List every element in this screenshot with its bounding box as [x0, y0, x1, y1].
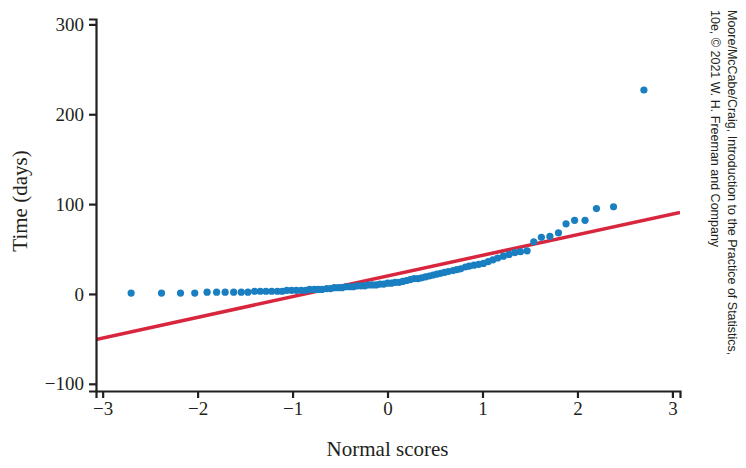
tick-label: −3	[93, 398, 113, 419]
tick-label: 2	[573, 398, 583, 419]
tick-mark	[577, 391, 579, 398]
data-point	[213, 289, 220, 296]
axis-line	[89, 20, 97, 392]
tick-label: 0	[75, 284, 85, 305]
tick-label: 0	[383, 398, 393, 419]
data-point	[517, 248, 524, 255]
tick: 2	[573, 391, 583, 419]
tick-mark	[672, 391, 674, 398]
data-point	[530, 238, 537, 245]
credit-line: Moore/McCabe/Craig, Introduction to the …	[725, 10, 739, 355]
data-point	[177, 289, 184, 296]
tick: −2	[188, 391, 208, 419]
data-point	[222, 289, 229, 296]
data-point	[640, 86, 647, 93]
data-point	[546, 233, 553, 240]
tick-label: 200	[56, 104, 85, 125]
tick-label: 3	[668, 398, 678, 419]
data-point	[158, 289, 165, 296]
tick-label: 1	[478, 398, 488, 419]
tick-mark	[89, 383, 96, 385]
reference-line	[96, 212, 680, 339]
tick-mark	[89, 204, 96, 206]
data-point	[230, 289, 237, 296]
x-axis-title: Normal scores	[327, 437, 449, 461]
tick-mark	[89, 24, 96, 26]
tick: 100	[56, 194, 97, 215]
axis-line	[97, 392, 681, 399]
tick: −1	[283, 391, 303, 419]
data-point	[128, 289, 135, 296]
tick-mark	[89, 293, 96, 295]
tick: 200	[56, 104, 97, 125]
data-point	[593, 205, 600, 212]
data-point	[244, 289, 251, 296]
tick-mark	[387, 391, 389, 398]
tick-label: 100	[56, 194, 85, 215]
y-axis-title: Time (days)	[8, 150, 32, 251]
tick: 0	[383, 391, 393, 419]
y-axis: −100 0 100 200 300	[45, 14, 97, 394]
tick: 300	[56, 14, 97, 35]
data-point	[204, 289, 211, 296]
marks	[96, 86, 680, 339]
tick-mark	[482, 391, 484, 398]
tick-mark	[102, 391, 104, 398]
data-point	[571, 217, 578, 224]
data-point	[562, 220, 569, 227]
tick: 3	[668, 391, 678, 419]
data-point	[555, 229, 562, 236]
tick: 0	[75, 284, 97, 305]
credit: Moore/McCabe/Craig, Introduction to the …	[708, 10, 739, 355]
x-axis: −3 −2 −1 0 1 2 3	[93, 391, 680, 419]
data-point	[610, 203, 617, 210]
data-point	[581, 217, 588, 224]
tick: −3	[93, 391, 113, 419]
credit-line: 10e, © 2021 W. H. Freeman and Company	[708, 10, 722, 248]
tick: −100	[45, 373, 96, 394]
tick-label: −2	[188, 398, 208, 419]
tick-label: −100	[45, 373, 84, 394]
tick-label: 300	[56, 14, 85, 35]
tick-mark	[292, 391, 294, 398]
tick-mark	[89, 114, 96, 116]
data-point	[538, 234, 545, 241]
tick: 1	[478, 391, 488, 419]
tick-mark	[197, 391, 199, 398]
data-point	[524, 247, 531, 254]
data-point	[238, 289, 245, 296]
tick-label: −1	[283, 398, 303, 419]
data-point	[191, 289, 198, 296]
plot-area: −3 −2 −1 0 1 2 3 −100 0 100 200 300	[45, 14, 681, 420]
chart: −3 −2 −1 0 1 2 3 −100 0 100 200 300 Normal scores Tim…	[0, 0, 746, 468]
